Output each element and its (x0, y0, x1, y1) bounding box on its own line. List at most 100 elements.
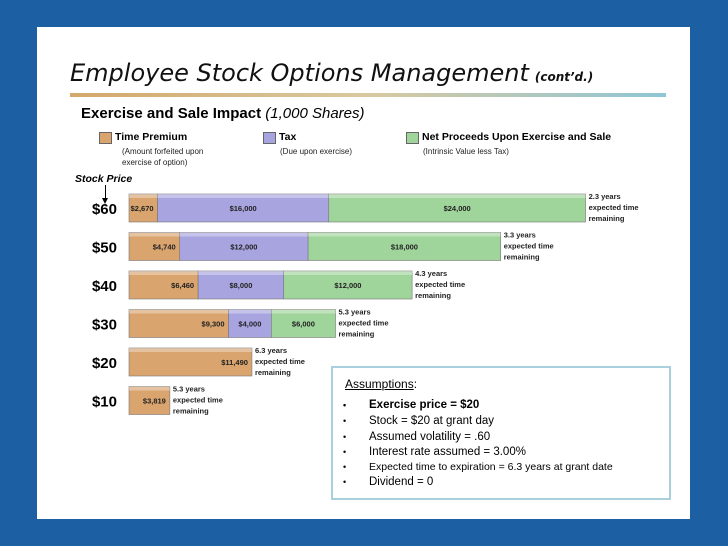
legend-name: Time Premium (115, 131, 188, 143)
data-label: $8,000 (229, 281, 252, 290)
assumption-item: • Interest rate assumed = 3.00% (343, 446, 526, 458)
legend-swatch-time-premium (99, 132, 112, 144)
time-remaining-annotation: remaining (589, 214, 625, 223)
bar-segment-tax (197, 270, 285, 300)
time-remaining-annotation: 5.3 years (173, 385, 205, 394)
legend-swatch-net-proceeds (406, 132, 419, 144)
assumption-item: • Expected time to expiration = 6.3 years… (343, 461, 613, 473)
time-remaining-annotation: expected time (589, 203, 639, 212)
bar-segment-net-proceeds-upon-exercise-and-sale (271, 309, 336, 338)
time-remaining-annotation: remaining (504, 253, 540, 262)
legend-desc: (Intrinsic Value less Tax) (423, 147, 509, 156)
assumptions-box: Assumptions: • Exercise price = $20 • Stoc… (331, 366, 671, 500)
assumption-text: Stock = $20 at grant day (369, 415, 494, 427)
bullet: • (343, 400, 347, 410)
data-label: $11,490 (221, 358, 248, 367)
assumption-text: Assumed volatility = .60 (369, 431, 491, 443)
category-label: $30 (92, 317, 117, 334)
title-text: Employee Stock Options Management (70, 59, 529, 87)
bar-highlight (179, 232, 309, 237)
data-label: $18,000 (391, 243, 418, 252)
chart-subtitle: Exercise and Sale Impact (1,000 Shares) (81, 105, 365, 122)
data-label: $16,000 (230, 204, 257, 213)
category-label: $40 (92, 278, 117, 295)
legend-desc: (Amount forfeited upon exercise of optio… (122, 147, 204, 167)
stock-price-arrowhead (102, 198, 108, 204)
data-label: $3,819 (143, 397, 166, 406)
bullet: • (343, 416, 347, 426)
data-label: $9,300 (202, 320, 225, 329)
time-remaining-annotation: 4.3 years (415, 269, 447, 278)
time-remaining-annotation: 5.3 years (339, 308, 371, 317)
bar-segment-time-premium (128, 232, 181, 261)
data-label: $12,000 (334, 281, 361, 290)
bar-highlight (228, 309, 272, 314)
time-remaining-annotation: 2.3 years (589, 192, 621, 201)
category-label: $20 (92, 355, 117, 372)
bar-highlight (129, 271, 199, 275)
assumption-text: Dividend = 0 (369, 476, 434, 488)
bar-highlight (271, 309, 336, 314)
assumption-text: Interest rate assumed = 3.00% (369, 446, 526, 458)
time-remaining-annotation: remaining (339, 330, 375, 339)
legend-desc: (Due upon exercise) (280, 147, 353, 156)
time-remaining-annotation: remaining (415, 291, 451, 300)
assumptions-title: Assumptions: (345, 377, 418, 391)
bar-highlight (129, 348, 252, 352)
assumption-item: • Dividend = 0 (343, 476, 433, 488)
bar-segment-net-proceeds-upon-exercise-and-sale (307, 232, 502, 261)
slide: Employee Stock Options Management (cont’d… (37, 27, 690, 519)
bar-highlight (129, 232, 180, 237)
data-label: $4,740 (153, 243, 176, 252)
data-label: $12,000 (230, 243, 257, 252)
assumption-item: • Stock = $20 at grant day (343, 415, 494, 427)
bullet: • (343, 462, 347, 472)
bullet: • (343, 447, 347, 457)
title-underline (70, 93, 666, 97)
legend-name: Tax (279, 131, 297, 143)
bar-highlight (198, 271, 284, 275)
time-remaining-annotation: expected time (504, 242, 554, 251)
slide-title: Employee Stock Options Management (cont’d… (70, 59, 593, 87)
data-label: $24,000 (444, 204, 471, 213)
category-label: $60 (92, 201, 117, 218)
bar-highlight (129, 194, 158, 198)
bar-segment-time-premium (128, 347, 253, 377)
bar-highlight (283, 271, 413, 275)
time-remaining-annotation: 6.3 years (255, 346, 287, 355)
time-remaining-annotation: 3.3 years (504, 231, 536, 240)
time-remaining-annotation: remaining (255, 368, 291, 377)
bar-segment-tax (157, 193, 330, 223)
assumptions-title-text: Assumptions (345, 377, 414, 391)
bar-segment-net-proceeds-upon-exercise-and-sale (328, 193, 586, 223)
data-label: $6,000 (292, 320, 315, 329)
stock-price-label: Stock Price (75, 173, 133, 185)
time-remaining-annotation: remaining (173, 407, 209, 416)
bar-highlight (129, 386, 170, 391)
legend-swatch-tax (263, 132, 276, 144)
bar-highlight (308, 232, 501, 237)
time-remaining-annotation: expected time (255, 357, 305, 366)
stacked-bar-chart: $60 $2,670 $16,000 $24,000 2.3 years expected… (92, 192, 639, 416)
time-remaining-annotation: expected time (415, 280, 465, 289)
assumption-text: Expected time to expiration = 6.3 years … (369, 461, 613, 473)
data-label: $4,000 (238, 320, 261, 329)
assumption-item: • Exercise price = $20 (343, 399, 479, 411)
stock-price-arrow (105, 185, 106, 201)
time-remaining-annotation: expected time (173, 396, 223, 405)
bar-segment-time-premium (128, 386, 171, 415)
bar-highlight (328, 194, 586, 198)
time-remaining-annotation: expected time (339, 319, 389, 328)
assumption-item: • Assumed volatility = .60 (343, 431, 490, 443)
legend-name: Net Proceeds Upon Exercise and Sale (422, 131, 612, 143)
title-suffix: (cont’d.) (534, 70, 594, 84)
bar-segment-net-proceeds-upon-exercise-and-sale (283, 270, 413, 300)
assumption-text: Exercise price = $20 (369, 399, 480, 411)
bar-segment-time-premium (128, 193, 158, 223)
data-label: $2,670 (131, 204, 154, 213)
bar-highlight (157, 194, 329, 198)
bullet: • (343, 477, 347, 487)
bar-segment-tax (179, 232, 309, 261)
category-label: $10 (92, 394, 117, 411)
bar-highlight (129, 309, 229, 314)
